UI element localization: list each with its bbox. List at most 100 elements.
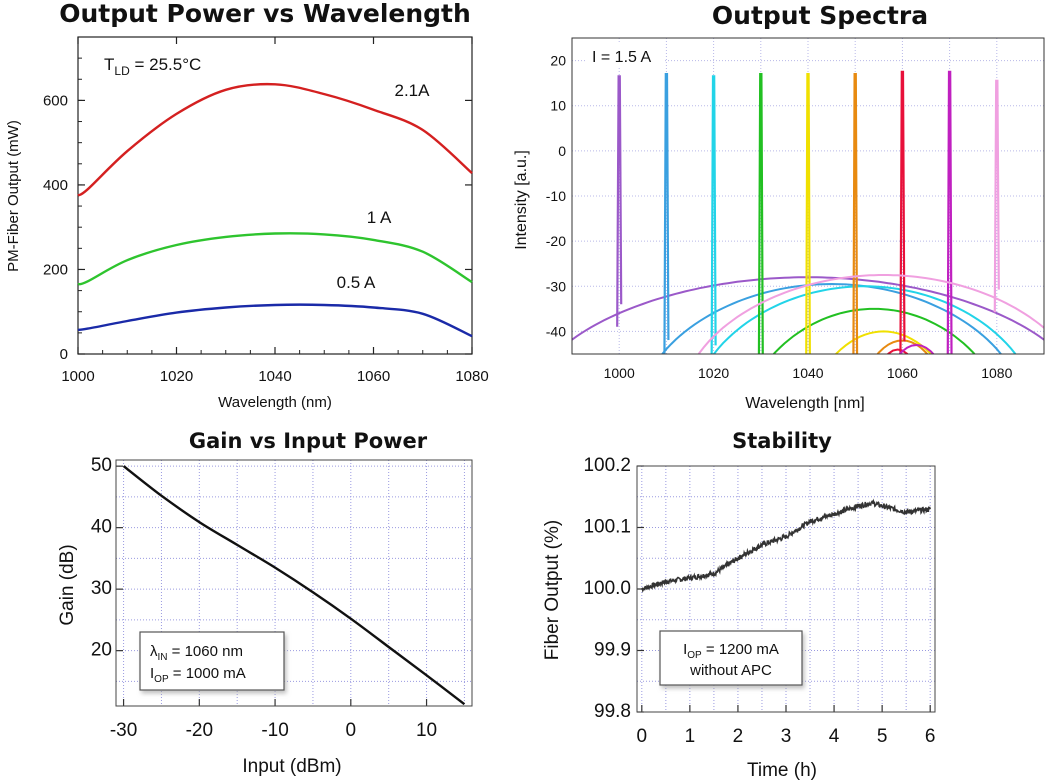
y-axis-label: Gain (dB) [57, 544, 78, 625]
x-tick-label: 6 [925, 726, 936, 747]
x-tick-label: 0 [637, 726, 648, 747]
legend-box-frame [139, 631, 285, 691]
spectrum-background-1080 [697, 274, 1044, 354]
x-axis-label: Wavelength [nm] [745, 395, 864, 412]
series-label-1A: 1 A [367, 208, 392, 227]
spectrum-peak-1060 [899, 70, 906, 354]
stability-trace [641, 498, 931, 593]
y-tick-label: -30 [546, 278, 566, 294]
spectrum-background-1040 [834, 330, 933, 354]
spectrum-peak-1080 [993, 79, 1000, 313]
spectrum-background-1070 [898, 343, 935, 354]
x-tick-labels: -30 -20 -10 0 10 [110, 720, 437, 741]
series-line-2.1A [77, 82, 473, 197]
y-tick-label: 100.0 [583, 578, 631, 599]
x-tick-label: -30 [110, 720, 137, 741]
y-tick-labels: 100.2 100.1 100.0 99.9 99.8 [583, 455, 631, 722]
spectrum-peak-1020 [710, 75, 717, 354]
series-label-0.5A: 0.5 A [337, 273, 376, 292]
y-tick-label: -40 [546, 323, 566, 339]
series-group [572, 70, 1044, 354]
y-tick-label: 200 [43, 261, 68, 278]
spectrum-peak-1030 [757, 73, 764, 354]
x-tick-label: 5 [877, 726, 888, 747]
y-axis-label: Fiber Output (%) [542, 520, 563, 660]
spectrum-peak-1070 [946, 70, 953, 354]
x-axis-label: Input (dBm) [242, 756, 341, 777]
y-tick-label: 100.1 [583, 517, 631, 538]
y-tick-label: 100.2 [583, 455, 631, 476]
x-tick-label: 1060 [887, 365, 918, 381]
x-tick-label: 1000 [604, 365, 635, 381]
legend-box: IOP = 1200 mA without APC [659, 630, 803, 686]
spectrum-background-1030 [772, 307, 976, 354]
x-tick-label: 1080 [455, 368, 488, 385]
gain-curve [122, 465, 466, 706]
y-tick-label: 99.8 [594, 701, 631, 722]
spectrum-peak-1040 [805, 73, 811, 354]
series-group [641, 498, 931, 593]
x-tick-labels: 0 1 2 3 4 5 6 [637, 726, 936, 747]
series-group [77, 82, 473, 338]
series-label-2.1A: 2.1A [395, 81, 431, 100]
spectrum-background-1000 [572, 276, 1044, 341]
series-line-0.5A [77, 303, 473, 338]
spectrum-peak-1000 [616, 75, 623, 327]
y-axis-label: PM-Fiber Output (mW) [5, 120, 22, 272]
y-axis-label: Intensity [a.u.] [513, 150, 530, 250]
chart-title: Output Power vs Wavelength [59, 0, 471, 28]
spectrum-background-1010 [660, 282, 1003, 354]
x-tick-label: -20 [186, 720, 213, 741]
x-tick-label: 1040 [258, 368, 291, 385]
x-tick-label: 1060 [357, 368, 390, 385]
panel-gain-vs-input: Gain vs Input Power -30 -20 -10 0 10 20 … [57, 429, 473, 777]
legend-mode: without APC [689, 662, 772, 679]
y-tick-label: 0 [558, 143, 566, 159]
y-tick-labels: 20 10 0 -10 -20 -30 -40 [546, 53, 566, 340]
plot-frame [571, 37, 1045, 355]
x-tick-label: 10 [416, 720, 437, 741]
y-tick-label: 40 [91, 517, 112, 538]
chart-title: Gain vs Input Power [189, 429, 428, 453]
spectrum-background-1050 [876, 339, 929, 354]
chart-title: Stability [732, 429, 832, 453]
y-tick-label: 50 [91, 455, 112, 476]
x-tick-labels: 1000 1020 1040 1060 1080 [61, 368, 488, 385]
x-tick-label: 1020 [160, 368, 193, 385]
y-tick-label: 10 [550, 98, 566, 114]
series-group [122, 465, 466, 706]
x-tick-label: 1080 [981, 365, 1012, 381]
x-tick-label: 3 [781, 726, 792, 747]
x-tick-label: 1020 [698, 365, 729, 381]
x-tick-label: 2 [733, 726, 744, 747]
legend-current: IOP = 1200 mA [683, 641, 779, 661]
legend-box-frame [659, 630, 803, 686]
x-tick-label: 4 [829, 726, 840, 747]
x-tick-labels: 1000 1020 1040 1060 1080 [604, 365, 1013, 381]
plot-frame [115, 459, 473, 707]
y-tick-label: 20 [550, 53, 566, 69]
current-annotation: I = 1.5 A [592, 49, 651, 66]
y-tick-label: 600 [43, 92, 68, 109]
spectrum-background-1020 [712, 285, 1017, 354]
x-axis-label: Time (h) [747, 760, 817, 781]
y-tick-label: 400 [43, 177, 68, 194]
y-tick-label: 30 [91, 578, 112, 599]
spectra-clip [572, 70, 1044, 354]
x-tick-label: 0 [346, 720, 357, 741]
x-tick-label: 1000 [61, 368, 94, 385]
chart-title: Output Spectra [712, 1, 928, 30]
plot-frame [636, 465, 936, 713]
x-tick-label: 1040 [792, 365, 823, 381]
spectrum-peak-1050 [852, 73, 859, 354]
temperature-annotation: TLD = 25.5°C [104, 55, 201, 78]
y-tick-label: 20 [91, 640, 112, 661]
legend-wavelength: λIN = 1060 nm [150, 643, 243, 663]
x-tick-label: 1 [685, 726, 696, 747]
annotation-background [586, 44, 664, 66]
y-tick-labels: 0 200 400 600 [43, 92, 68, 363]
y-tick-label: 99.9 [594, 640, 631, 661]
spectrum-background-1060 [886, 348, 909, 354]
y-tick-labels: 20 30 40 50 [91, 455, 112, 661]
